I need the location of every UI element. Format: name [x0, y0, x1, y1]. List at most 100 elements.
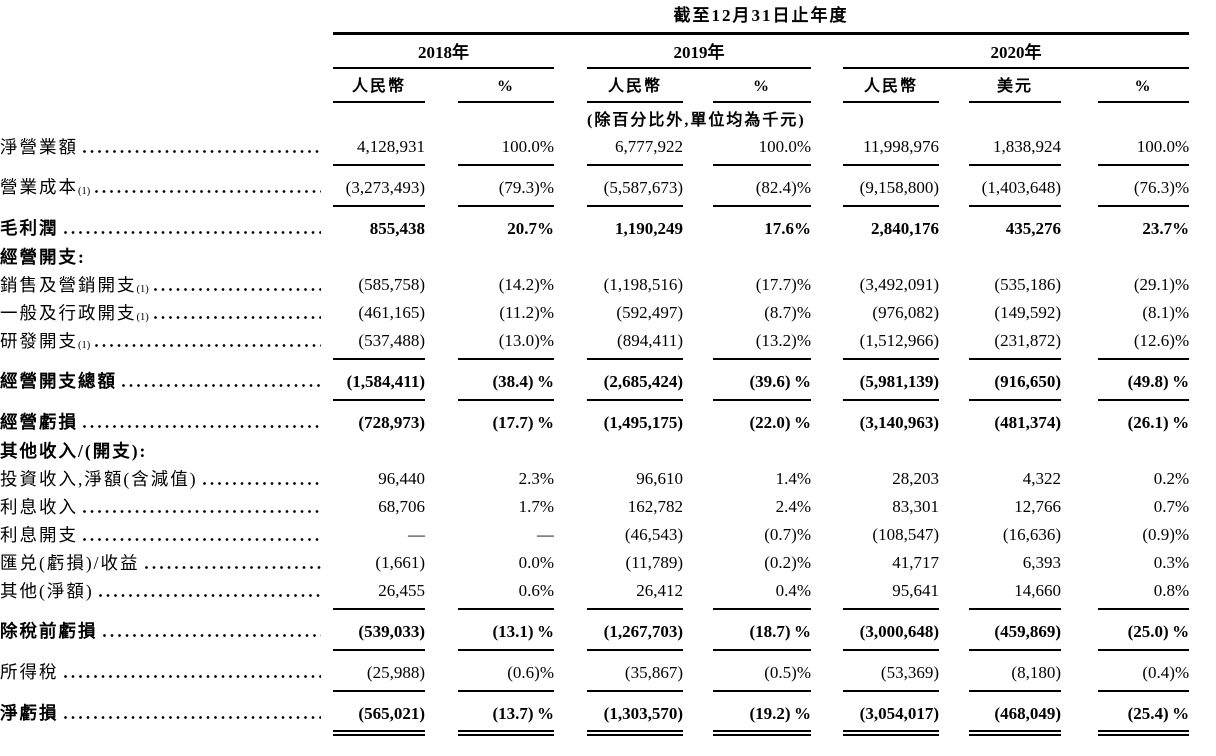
cell-value: (8.7)% — [764, 303, 811, 322]
cell-value: (14.2)% — [498, 275, 554, 294]
cell-value: (976,082) — [872, 303, 939, 322]
spacer — [939, 243, 969, 271]
spacer — [554, 437, 587, 465]
row-label-text: 營業成本 — [0, 177, 78, 197]
cell-value: (1,661) — [375, 553, 425, 572]
cell-value: (25.0) % — [1098, 609, 1190, 651]
spacer — [425, 400, 458, 437]
row-label-text: 利息開支 — [0, 525, 78, 545]
table-row: 其他(淨額) 26,455 0.6% 26,412 0.4% 95,641 14,660 0.… — [0, 577, 1216, 610]
spacer — [683, 609, 713, 650]
table-title-row: 截至12月31日止年度 — [0, 4, 1216, 35]
spacer — [1061, 165, 1098, 206]
spacer — [811, 165, 843, 206]
row-label-text: 一般及行政開支 — [0, 303, 137, 323]
cell-value — [458, 437, 554, 465]
spacer — [939, 609, 969, 650]
spacer — [1189, 68, 1216, 102]
spacer — [939, 206, 969, 243]
cell-value: 12,766 — [1014, 497, 1061, 516]
cell-value: (565,021) — [333, 691, 425, 736]
cell-value: (82.4)% — [713, 165, 811, 207]
spacer — [939, 299, 969, 327]
spacer — [0, 34, 333, 69]
cell-value: (3,492,091) — [859, 275, 939, 294]
spacer — [554, 327, 587, 359]
spacer — [554, 400, 587, 437]
spacer — [1061, 549, 1098, 577]
cell-value: (0.7)% — [764, 525, 811, 544]
spacer — [1189, 465, 1216, 493]
spacer — [939, 327, 969, 359]
spacer — [554, 577, 587, 609]
spacer — [1189, 271, 1216, 299]
spacer — [425, 68, 458, 102]
cell-value: (0.9)% — [1142, 525, 1190, 544]
row-label: 經營開支總額 — [0, 359, 333, 395]
cell-value: (1,495,175) — [603, 413, 683, 432]
spacer — [939, 650, 969, 691]
cell-value: 4,128,931 — [333, 133, 425, 166]
cell-value: (22.0) % — [749, 413, 811, 432]
cell-value: 28,203 — [892, 469, 939, 488]
spacer — [683, 165, 713, 206]
spacer — [683, 271, 713, 299]
table-body: 淨營業額 4,128,931 100.0% 6,777,922 100.0% 11,998… — [0, 133, 1216, 736]
cell-value: 1,838,924 — [969, 133, 1061, 166]
cell-value — [713, 437, 811, 465]
spacer — [811, 609, 843, 650]
cell-value: (459,869) — [969, 609, 1061, 651]
spacer — [939, 271, 969, 299]
table-row: 匯兑(虧損)/收益 (1,661) 0.0% (11,789) (0.2)% 41,717… — [0, 549, 1216, 577]
row-label-text: 匯兑(虧損)/收益 — [0, 553, 140, 573]
spacer — [1189, 133, 1216, 165]
spacer — [811, 34, 843, 69]
spacer — [1189, 577, 1216, 609]
cell-value: (3,273,493) — [333, 165, 425, 207]
spacer — [425, 359, 458, 400]
dot-leader — [95, 344, 321, 347]
cell-value: (79.3)% — [458, 165, 554, 207]
spacer — [0, 102, 333, 133]
spacer — [425, 327, 458, 359]
spacer — [1189, 206, 1216, 243]
dot-leader — [63, 231, 321, 234]
spacer — [554, 609, 587, 650]
spacer — [811, 243, 843, 271]
spacer — [939, 493, 969, 521]
cell-value: (76.3)% — [1098, 165, 1190, 207]
row-label: 銷售及營銷開支 (1) — [0, 271, 333, 299]
cell-value: 100.0% — [1098, 133, 1190, 166]
spacer — [811, 465, 843, 493]
row-label: 投資收入,淨額(含減值) — [0, 465, 333, 493]
cell-value: (13.1) % — [458, 609, 554, 651]
cell-value: 17.6% — [764, 219, 811, 238]
cell-value: (0.5)% — [713, 650, 811, 692]
cell-value: 68,706 — [378, 497, 425, 516]
cell-value: 0.4% — [713, 577, 811, 610]
spacer — [554, 34, 587, 69]
dot-leader — [63, 675, 321, 678]
cell-value: 2,840,176 — [871, 219, 939, 238]
column-header-pct-2020: % — [1098, 68, 1190, 103]
spacer — [1061, 465, 1098, 493]
row-label: 其他收入/(開支): — [0, 437, 333, 465]
spacer — [1061, 206, 1098, 243]
cell-value: (11.2)% — [499, 303, 554, 322]
spacer — [811, 133, 843, 165]
row-label: 除稅前虧損 — [0, 609, 333, 645]
cell-value: (1,584,411) — [333, 359, 425, 401]
cell-value: (13.0)% — [458, 327, 554, 360]
spacer — [683, 549, 713, 577]
cell-value: (13.7) % — [458, 691, 554, 736]
table-title: 截至12月31日止年度 — [333, 4, 1190, 35]
spacer — [554, 493, 587, 521]
cell-value: 2.4% — [775, 497, 811, 516]
spacer — [333, 102, 587, 133]
cell-value: 96,440 — [378, 469, 425, 488]
spacer — [811, 691, 843, 733]
table-row: 經營開支總額 (1,584,411) (38.4) % (2,685,424) (39.… — [0, 359, 1216, 401]
cell-value: (3,140,963) — [859, 413, 939, 432]
spacer — [1061, 243, 1098, 271]
dot-leader — [153, 288, 321, 291]
